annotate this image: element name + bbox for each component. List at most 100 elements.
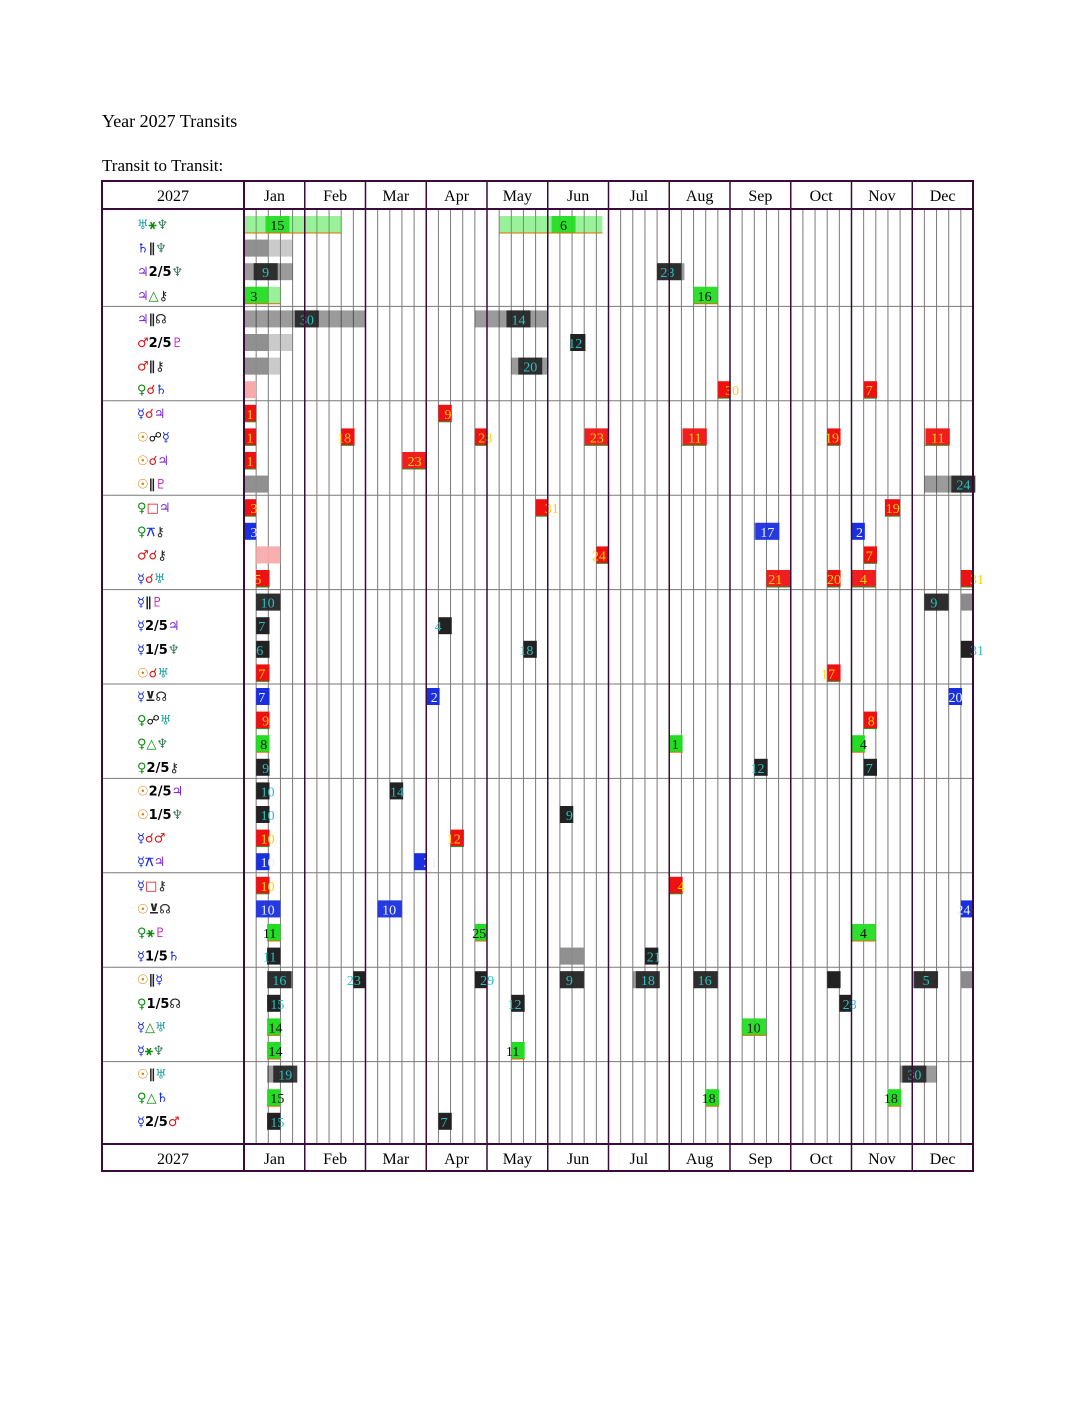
transit-bar — [960, 640, 973, 658]
transit-bar — [244, 522, 257, 540]
transit-day-label: 12 — [751, 762, 765, 777]
transit-day-label: 23 — [408, 455, 422, 470]
transit-day-label: 24 — [592, 549, 606, 564]
transit-row-label: ♀2/5⚷ — [137, 761, 179, 776]
transit-bar — [851, 522, 865, 540]
transit-bar — [256, 593, 281, 611]
transit-bar — [511, 994, 525, 1012]
transit-day-label: 5 — [254, 573, 261, 588]
transit-row-label: ☿△♅ — [137, 1020, 167, 1035]
transit-bar — [559, 971, 584, 989]
transit-day-label: 10 — [261, 785, 275, 800]
transit-bar — [863, 711, 878, 729]
transit-bar — [960, 900, 973, 918]
transit-bar — [535, 499, 548, 517]
footer-month-oct: Oct — [810, 1151, 834, 1168]
transit-bar — [717, 381, 730, 399]
transit-day-label: 18 — [702, 1092, 716, 1107]
transit-row-label: ♀1/5☊ — [137, 997, 181, 1012]
transit-bar — [584, 428, 609, 446]
transit-bar — [402, 452, 427, 469]
transit-bar — [267, 947, 281, 965]
transit-row-label: ☿☌♅ — [137, 572, 165, 587]
transit-bar — [256, 688, 270, 705]
transit-row-label: ♃△⚷ — [137, 289, 168, 304]
footer-month-feb: Feb — [323, 1151, 347, 1168]
transit-bar — [353, 971, 366, 989]
transit-day-label: 9 — [262, 762, 269, 777]
transit-day-label: 10 — [261, 856, 275, 871]
transit-bar — [256, 546, 281, 564]
transit-day-label: 11 — [263, 927, 276, 942]
transit-row-label: ♀△♆ — [137, 737, 168, 752]
transit-bar — [244, 381, 257, 399]
transit-day-label: 9 — [262, 715, 269, 730]
transit-day-label: 15 — [270, 1092, 284, 1107]
transit-bar — [244, 286, 268, 304]
transit-day-label: 8 — [260, 738, 267, 753]
transit-day-label: 12 — [508, 998, 522, 1013]
transit-day-label: 19 — [825, 431, 839, 446]
transit-bar — [570, 334, 586, 351]
transit-day-label: 24 — [956, 903, 970, 918]
transit-day-label: 30 — [725, 384, 739, 399]
transit-day-label: 2 — [856, 526, 863, 541]
transit-bar — [518, 357, 543, 375]
transit-bar — [951, 475, 976, 493]
transit-day-label: 28 — [843, 998, 857, 1013]
transit-bar — [863, 381, 878, 399]
transit-row-label: ♃2/5♆ — [137, 265, 183, 280]
header-month-jul: Jul — [630, 188, 649, 205]
transit-day-label: 31 — [545, 502, 559, 517]
transit-bar — [244, 475, 268, 493]
footer-month-dec: Dec — [930, 1151, 956, 1168]
transit-day-label: 1 — [247, 408, 254, 423]
transit-day-label: 15 — [270, 219, 284, 234]
transit-bar — [924, 593, 949, 611]
footer-month-apr: Apr — [444, 1151, 470, 1168]
transit-row-label: ♃∥☊ — [137, 312, 167, 327]
transit-day-label: 16 — [272, 974, 286, 989]
transit-day-label: 8 — [868, 715, 875, 730]
transit-bar — [244, 334, 268, 351]
transit-day-label: 15 — [270, 998, 284, 1013]
transit-day-label: 7 — [866, 384, 873, 399]
transit-bar-halo — [499, 216, 603, 233]
transit-bar — [256, 900, 281, 918]
transit-row-label: ♂☌⚷ — [137, 548, 167, 563]
transit-bar — [256, 711, 270, 729]
transit-day-label: 5 — [923, 974, 930, 989]
transit-bar — [256, 617, 270, 635]
transit-row-label: ☉∥♇ — [137, 478, 167, 493]
header-month-apr: Apr — [444, 188, 470, 205]
transit-bar — [851, 924, 876, 941]
transit-bar — [754, 758, 768, 776]
transit-bar — [253, 263, 278, 281]
transit-day-label: 4 — [860, 927, 867, 942]
transit-row-label: ☿2/5♃ — [137, 619, 179, 634]
transit-day-label: 7 — [866, 762, 873, 777]
transit-bar — [244, 357, 268, 375]
footer-month-nov: Nov — [868, 1151, 896, 1168]
transit-day-label: 3 — [250, 502, 257, 517]
transit-bar — [827, 664, 841, 682]
transit-bar — [827, 570, 841, 587]
transit-day-label: 11 — [688, 431, 701, 446]
transit-bar — [474, 924, 487, 941]
header-month-oct: Oct — [810, 188, 834, 205]
transit-bar — [474, 428, 487, 446]
transit-row-label: ☉☍☿ — [137, 430, 170, 445]
transit-bar — [267, 1112, 281, 1130]
footer-month-aug: Aug — [686, 1151, 714, 1168]
transit-day-label: 23 — [590, 431, 604, 446]
transit-bar — [551, 216, 576, 233]
transit-bar — [294, 310, 319, 328]
transit-day-label: 1 — [247, 455, 254, 470]
transit-day-label: 9 — [930, 597, 937, 612]
transit-day-label: 21 — [647, 951, 661, 966]
transit-bar — [766, 570, 791, 587]
transit-day-label: 14 — [268, 1045, 282, 1060]
transit-day-label: 7 — [258, 691, 265, 706]
transit-bar — [265, 216, 290, 233]
